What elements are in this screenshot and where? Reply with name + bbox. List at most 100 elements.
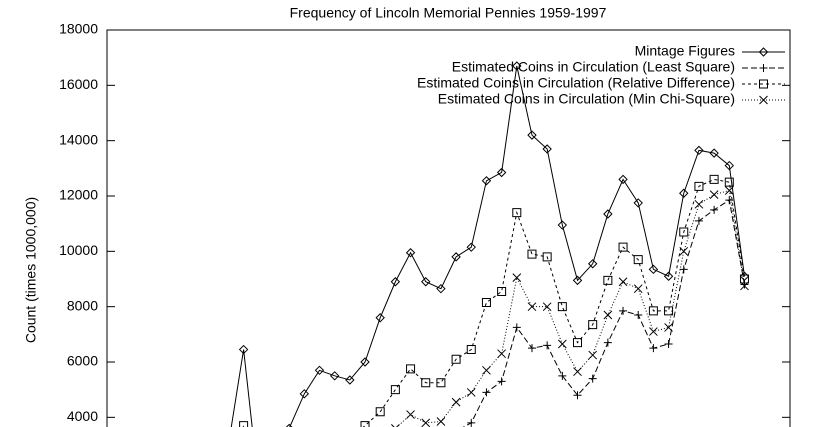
data-point <box>496 167 507 178</box>
data-point <box>436 378 446 388</box>
data-point <box>497 377 506 386</box>
data-point <box>512 323 521 332</box>
data-point <box>724 177 734 187</box>
data-point <box>618 174 628 185</box>
data-point <box>542 302 552 312</box>
data-point <box>649 327 658 336</box>
legend-label: Mintage Figures <box>635 43 735 59</box>
y-tick-label: 8000 <box>67 297 98 313</box>
data-point <box>709 174 719 184</box>
plot-area <box>230 61 750 427</box>
data-point <box>679 188 689 198</box>
data-point <box>679 265 688 274</box>
data-point <box>694 216 703 225</box>
data-point <box>557 220 568 230</box>
data-point <box>497 349 506 359</box>
data-point <box>588 374 597 383</box>
data-point <box>299 389 310 399</box>
data-point <box>466 242 476 252</box>
data-point <box>694 181 704 191</box>
data-point <box>694 145 704 156</box>
data-point <box>664 323 673 332</box>
legend-marker <box>758 47 769 57</box>
data-point <box>421 418 431 427</box>
y-tick-label: 10000 <box>59 242 98 258</box>
data-point <box>238 344 249 355</box>
data-point <box>482 388 491 397</box>
data-point <box>603 310 613 320</box>
data-point <box>573 367 582 377</box>
data-point <box>391 424 400 427</box>
legend-label: Estimated Coins in Circulation (Relative… <box>417 75 735 91</box>
data-point <box>588 320 598 330</box>
data-point <box>664 340 673 349</box>
data-point <box>481 176 492 186</box>
data-point <box>527 302 537 312</box>
data-point <box>648 306 658 316</box>
y-tick-label: 4000 <box>67 408 98 424</box>
data-point <box>360 357 370 367</box>
data-point <box>436 417 446 426</box>
data-point <box>633 198 643 208</box>
y-tick-label: 14000 <box>59 131 98 147</box>
data-point <box>512 273 522 282</box>
legend-marker <box>759 95 768 105</box>
data-point <box>345 375 355 385</box>
legend-label: Estimated Coins in Circulation (Least Sq… <box>452 59 735 75</box>
data-point <box>406 364 416 374</box>
data-point <box>664 306 674 316</box>
data-point <box>436 283 446 294</box>
data-point <box>482 365 491 375</box>
data-point <box>543 341 552 350</box>
data-point <box>375 407 385 417</box>
data-point <box>619 306 628 315</box>
data-point <box>633 255 643 265</box>
data-point <box>406 410 415 419</box>
data-point <box>724 160 734 171</box>
series-line <box>396 189 745 427</box>
data-point <box>739 274 749 284</box>
data-point <box>497 286 507 296</box>
chart-title: Frequency of Lincoln Memorial Pennies 19… <box>290 5 607 21</box>
data-point <box>527 344 536 353</box>
data-point <box>725 196 734 205</box>
data-point <box>557 302 567 312</box>
series-line <box>230 65 745 427</box>
data-point <box>481 298 491 308</box>
data-point <box>633 284 643 294</box>
series-line <box>462 199 745 427</box>
plot-frame <box>106 29 791 427</box>
data-point <box>390 277 401 287</box>
data-point <box>558 371 567 380</box>
data-point <box>709 148 719 158</box>
data-point <box>588 350 598 360</box>
data-point <box>390 385 400 395</box>
data-point <box>314 365 325 376</box>
y-axis-label: Count (times 1000,000) <box>23 197 39 343</box>
y-tick-label: 18000 <box>59 21 98 37</box>
data-point <box>634 310 643 319</box>
data-point <box>572 275 583 286</box>
legend-marker <box>759 79 768 89</box>
data-point <box>573 338 583 348</box>
data-point <box>740 280 749 289</box>
data-point <box>618 242 628 252</box>
data-point <box>710 205 719 214</box>
data-point <box>603 209 613 219</box>
data-point <box>467 418 476 427</box>
data-point <box>740 281 749 291</box>
data-point <box>694 199 704 209</box>
data-point <box>527 130 537 140</box>
legend-label: Estimated Coins in Circulation (Min Chi-… <box>438 91 735 107</box>
data-point <box>679 246 689 256</box>
data-point <box>466 345 476 355</box>
data-point <box>618 277 628 287</box>
y-tick-label: 12000 <box>59 187 98 203</box>
data-point <box>512 61 522 71</box>
data-point <box>451 354 461 364</box>
data-point <box>421 378 431 388</box>
y-tick-label: 6000 <box>67 353 98 369</box>
data-point <box>557 339 567 349</box>
data-point <box>542 144 552 154</box>
